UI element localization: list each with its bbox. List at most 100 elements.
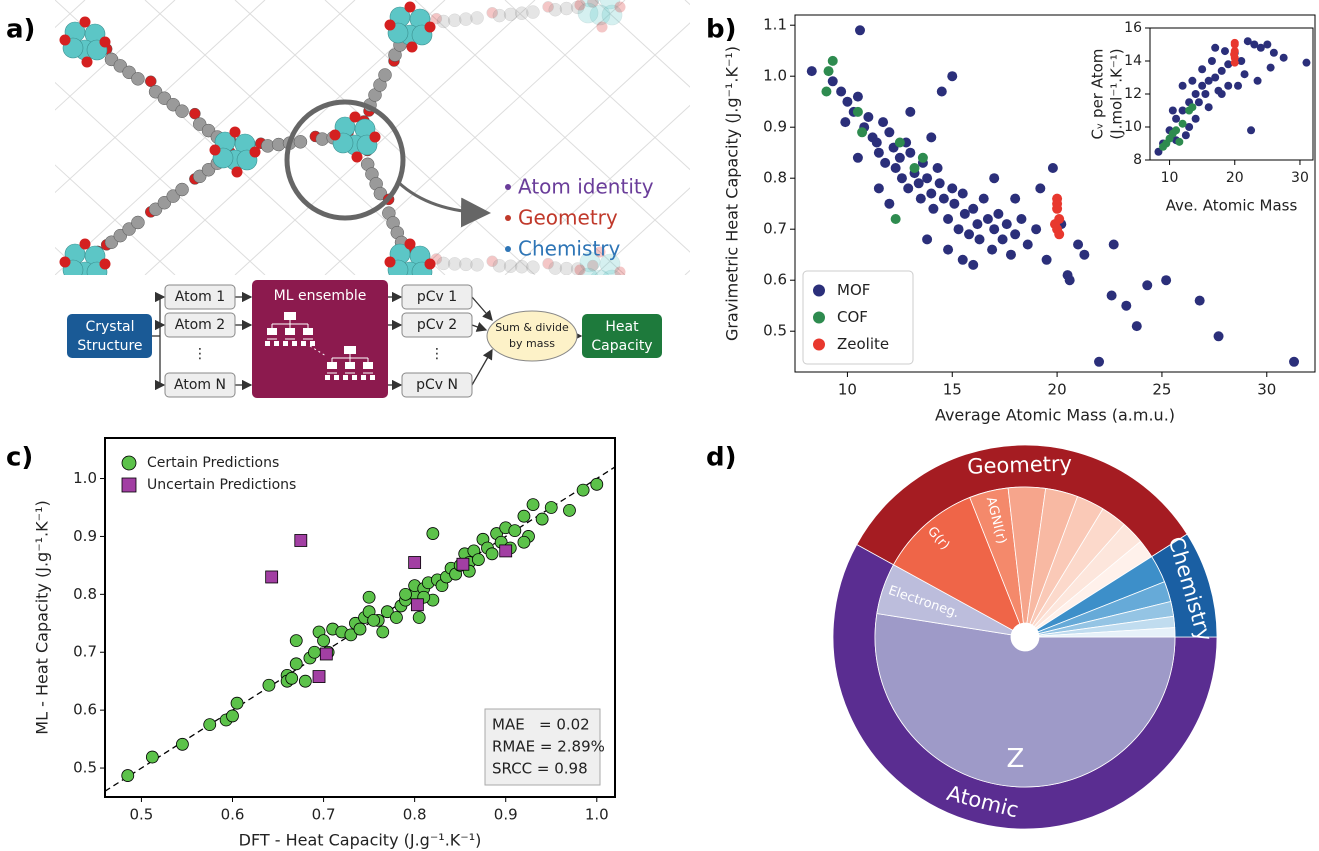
data-point [1050,219,1060,230]
data-point [353,622,367,636]
data-point [1001,219,1012,230]
data-point [890,214,901,224]
tree-leaf [310,341,315,346]
x-tick-label: 30 [1257,381,1276,399]
result-label: Heat [605,319,639,335]
data-point [456,557,470,571]
metal-atom [601,4,623,26]
data-point [390,611,403,624]
data-point [989,224,1000,235]
data-point [1240,70,1249,79]
y-axis-label: Cᵥ per Atom [1089,49,1107,140]
atom [378,68,392,82]
data-point [1159,142,1168,151]
x-tick-label: 1.0 [585,806,609,824]
data-point [949,198,960,209]
atom [542,257,554,270]
data-point [894,137,905,148]
y-tick-label: 1.0 [73,469,97,487]
stats-box [484,708,601,786]
data-point [1207,57,1216,65]
y-tick-label: 12 [1124,86,1142,102]
atom [486,7,498,19]
data-point [943,244,954,255]
data-point [1266,63,1275,72]
x-tick-label: 10 [1161,170,1179,186]
x-tick-label: 20 [1048,381,1067,399]
data-point [1230,58,1239,67]
connectors [152,291,583,391]
atom [503,259,518,273]
data-point [968,259,979,270]
atom [570,262,585,275]
data-point [1213,331,1224,342]
data-point [821,86,832,97]
data-point [884,127,895,138]
data-point [974,234,985,245]
data-point [1005,249,1016,260]
data-point [367,613,381,627]
data-point [1106,290,1117,301]
data-point [806,66,817,77]
atom [614,266,626,275]
data-point [1035,183,1046,194]
atom [436,256,451,271]
data-point [1178,106,1187,115]
atom [587,0,599,8]
data-point [1214,86,1223,95]
data-point [1224,81,1233,90]
input-label: Structure [77,338,142,354]
data-point [1188,76,1197,85]
legend-label: Zeolite [837,335,889,353]
data-point [408,556,422,569]
data-point [863,112,874,122]
atom [447,13,462,28]
data-point [544,501,558,514]
data-point [827,76,838,87]
data-point [1220,47,1229,56]
legend-label: COF [837,308,868,326]
data-point [471,553,485,566]
atom [349,111,361,123]
data-point [938,193,949,204]
atom [59,256,71,268]
x-tick-label: 0.9 [494,806,518,824]
tree-node [327,362,337,369]
data-point [362,590,376,604]
data-point [1094,356,1105,367]
data-point [265,570,279,584]
tree-icons [265,312,375,380]
legend-text: Geometry [518,206,618,230]
data-point [1263,40,1272,49]
atom [574,0,586,11]
output-box [401,372,473,398]
data-point [1237,57,1246,65]
data-point [873,183,884,194]
atom [189,107,201,120]
atom-label: ⋮ [193,346,207,362]
data-point [909,163,920,173]
y-tick-label: 0.6 [73,701,97,719]
output-label: ⋮ [430,346,444,362]
metal-atom [577,2,599,24]
atom [492,8,507,23]
data-point [289,657,303,671]
output-label: pCv N [416,377,458,393]
legend-marker [813,311,825,324]
data-point [1022,239,1033,250]
data-point [932,163,943,173]
data-point [1253,76,1262,85]
center-hole [1011,623,1039,651]
data-point [1234,81,1243,90]
x-tick-label: 0.5 [129,806,153,824]
data-point [1108,239,1119,250]
data-point [827,55,838,66]
atom [470,258,484,272]
atom-box [164,284,236,310]
atom [548,2,563,17]
y-tick-label: 0.7 [73,643,97,661]
tree-leaf [361,375,366,380]
data-point [145,750,159,764]
